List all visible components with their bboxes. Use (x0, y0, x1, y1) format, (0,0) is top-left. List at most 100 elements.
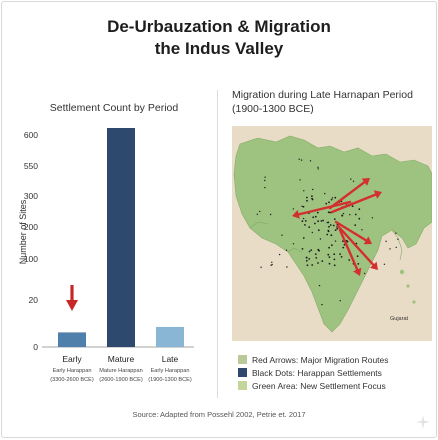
bar-late (156, 326, 184, 347)
map-island (399, 269, 405, 275)
settlement-dot (298, 158, 300, 160)
settlement-dot (302, 217, 305, 220)
legend-swatch (238, 368, 247, 377)
settlement-dot (395, 246, 397, 249)
y-axis-label: Number of Sites (18, 199, 28, 264)
settlement-dot (317, 220, 319, 223)
settlement-dot (260, 266, 262, 268)
legend-item-green: Green Area: New Settlement Focus (238, 379, 389, 392)
settlement-dot (339, 253, 341, 255)
settlement-dot (264, 179, 266, 182)
settlement-dot (348, 259, 351, 261)
settlement-dot (305, 256, 308, 259)
settlement-dot (339, 300, 341, 302)
settlement-dot (334, 196, 337, 199)
settlement-dot (314, 222, 316, 225)
settlement-dot (330, 234, 332, 236)
map-land-area (233, 135, 432, 333)
settlement-dot (312, 188, 314, 191)
panel-divider (217, 90, 218, 398)
y-tick-label: 200 (24, 222, 38, 232)
settlement-bar-chart: Number of Sites 0 20 100 200 300 550 600 Early Ea… (18, 128, 194, 383)
legend-item-dots: Black Dots: Harappan Settlements (238, 366, 389, 379)
migration-arrow-head (369, 261, 378, 270)
settlement-dot (314, 253, 317, 255)
settlement-dot (319, 238, 322, 240)
migration-arrow-head (353, 267, 362, 276)
settlement-dot (306, 264, 309, 267)
settlement-dot (317, 168, 319, 170)
settlement-dot (308, 226, 311, 228)
y-tick-label: 550 (24, 161, 38, 171)
chart-title: Settlement Count by Period (49, 102, 179, 114)
sparkle-icon (416, 415, 430, 429)
settlement-dot (328, 225, 330, 228)
settlement-dot (329, 224, 332, 226)
annotation-arrow-head (66, 300, 78, 311)
settlement-dot (311, 264, 314, 266)
settlement-dot (269, 213, 272, 216)
settlement-dot (333, 258, 336, 261)
settlement-dot (285, 249, 288, 251)
page-title-line2: the Indus Valley (154, 39, 284, 58)
settlement-dot (363, 272, 366, 275)
settlement-dot (321, 303, 323, 306)
settlement-dot (328, 201, 330, 204)
settlement-dot (318, 284, 321, 287)
source-note: Source: Adapted from Possehl 2002, Petri… (132, 410, 306, 419)
settlement-dot (331, 244, 333, 247)
settlement-dot (306, 199, 308, 202)
y-tick-label: 600 (24, 130, 38, 140)
settlement-dot (314, 215, 317, 218)
settlement-dot (328, 256, 331, 258)
settlement-dot (389, 248, 391, 250)
settlement-dot (354, 213, 357, 216)
map-label-gujarat: Gujarat (390, 316, 409, 322)
settlement-dot (333, 253, 336, 256)
settlement-dot (355, 242, 358, 245)
migration-arrow (336, 224, 375, 267)
settlement-dot (300, 159, 303, 161)
settlement-dot (292, 243, 295, 245)
settlement-dot (302, 237, 305, 239)
settlement-dot (371, 217, 374, 219)
settlement-dot (311, 197, 313, 200)
settlement-dot (308, 258, 311, 260)
map-title: Migration during Late Harnapan Period (1… (232, 88, 432, 116)
settlement-dot (311, 231, 313, 234)
settlement-dot (345, 239, 348, 242)
page-title-line1: De-Urbauzation & Migration (107, 17, 331, 36)
settlement-dot (358, 217, 361, 220)
map-coast-detail (249, 221, 403, 261)
settlement-dot (336, 227, 339, 230)
settlement-dot (320, 220, 323, 222)
settlement-dot (324, 192, 326, 195)
settlement-dot (395, 232, 397, 234)
legend-swatch (238, 355, 247, 364)
settlement-dot (334, 229, 337, 231)
settlement-dot (334, 240, 337, 242)
settlement-dot (309, 160, 312, 162)
settlement-dot (259, 210, 261, 213)
x-tick-sublabel: (3300-2600 BCE) (50, 377, 94, 383)
settlement-dot (352, 180, 355, 182)
settlement-dot (328, 246, 330, 249)
migration-arrow-head (373, 190, 382, 199)
settlement-dot (317, 248, 320, 251)
settlement-dot (301, 248, 304, 250)
settlement-dot (271, 261, 273, 263)
settlement-dot (321, 260, 324, 262)
y-tick-label: 20 (29, 295, 39, 305)
settlement-dot (271, 263, 273, 266)
settlement-dot (397, 238, 399, 240)
migration-arrow (330, 193, 377, 214)
migration-arrow (338, 228, 359, 271)
settlement-dot (331, 197, 334, 199)
settlement-dot (342, 212, 345, 215)
settlement-dot (310, 249, 313, 251)
x-tick-label: Mature (108, 354, 135, 364)
settlement-dot (305, 259, 308, 262)
settlement-dot (361, 229, 363, 231)
x-tick-label: Late (162, 354, 179, 364)
